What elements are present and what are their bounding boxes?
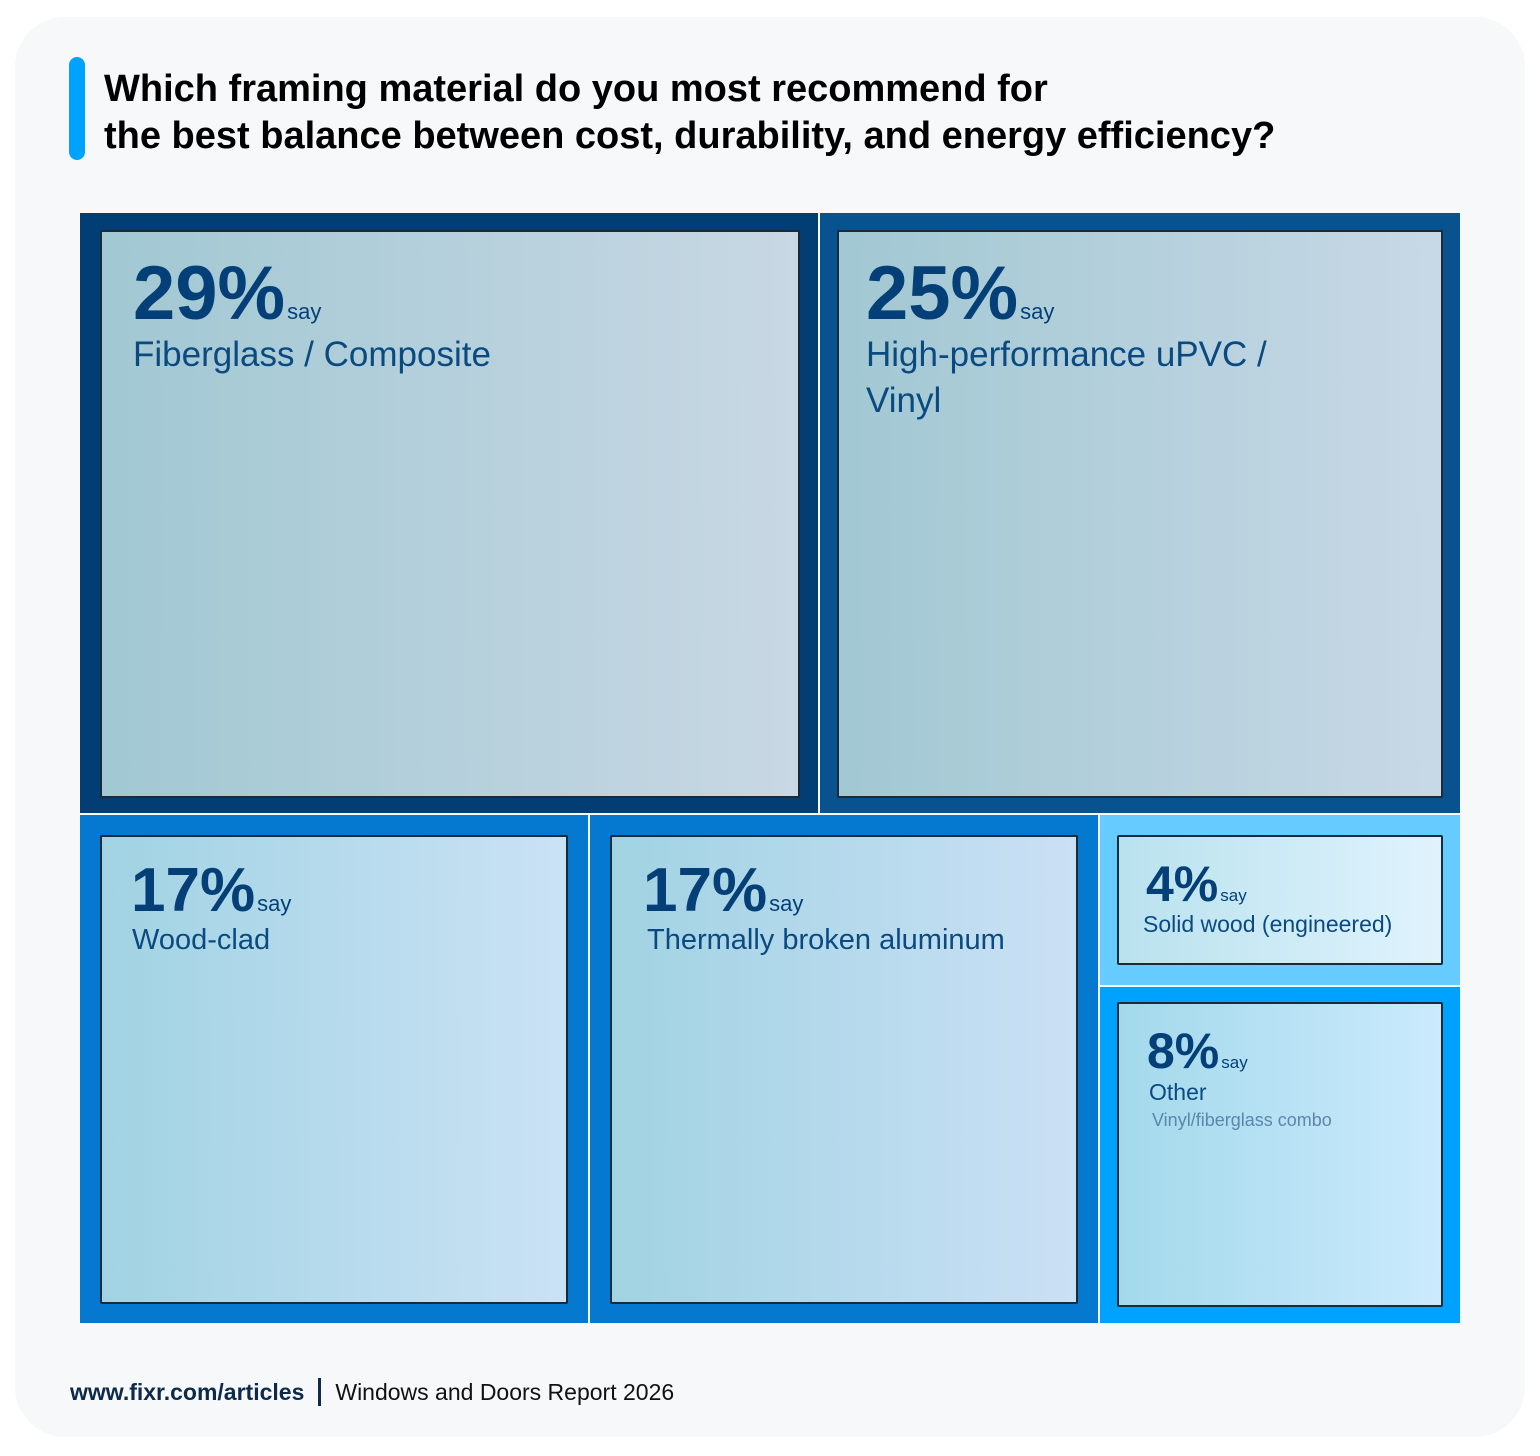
chart-title: Which framing material do you most recom… <box>104 66 1275 160</box>
tile-label: High-performance uPVC / Vinyl <box>866 335 1267 420</box>
say-suffix: say <box>1220 886 1247 905</box>
footer-url[interactable]: www.fixr.com/articles <box>70 1378 305 1405</box>
tile-label: Wood-clad <box>132 924 271 956</box>
percent-value: 4% <box>1146 856 1219 912</box>
say-suffix: say <box>1020 299 1055 324</box>
say-suffix: say <box>257 891 292 916</box>
say-suffix: say <box>769 891 804 916</box>
title-line-1: Which framing material do you most recom… <box>104 68 1048 110</box>
tile-label: Solid wood (engineered) <box>1143 911 1393 937</box>
treemap-tile-inner <box>837 230 1443 798</box>
tile-percent: 17%say <box>643 855 803 926</box>
treemap-tile-inner <box>610 835 1078 1304</box>
percent-value: 8% <box>1147 1023 1220 1079</box>
tile-note: Vinyl/fiberglass combo <box>1152 1110 1332 1130</box>
percent-value: 17% <box>131 856 256 925</box>
tile-percent: 17%say <box>131 855 291 926</box>
footer: www.fixr.com/articles Windows and Doors … <box>70 1378 674 1406</box>
title-line-2: the best balance between cost, durabilit… <box>104 115 1276 157</box>
tile-percent: 29%say <box>133 250 321 337</box>
treemap-tile-inner <box>100 230 800 798</box>
tile-label: Thermally broken aluminum <box>647 924 1005 956</box>
treemap-tile-inner <box>100 835 568 1304</box>
treemap-tile-inner <box>1117 1002 1443 1307</box>
treemap-tile-inner <box>1117 835 1443 965</box>
footer-source: Windows and Doors Report 2026 <box>335 1378 675 1405</box>
percent-value: 17% <box>643 856 768 925</box>
footer-divider <box>318 1378 322 1406</box>
title-accent-bar <box>69 57 85 160</box>
tile-label: Fiberglass / Composite <box>133 335 491 374</box>
percent-value: 29% <box>133 251 286 336</box>
tile-percent: 8% say <box>1147 1022 1248 1080</box>
percent-value: 25% <box>866 251 1019 336</box>
tile-percent: 25%say <box>866 250 1054 337</box>
say-suffix: say <box>1221 1053 1248 1072</box>
tile-label: Other <box>1149 1079 1207 1105</box>
say-suffix: say <box>287 299 322 324</box>
tile-percent: 4% say <box>1146 855 1247 913</box>
